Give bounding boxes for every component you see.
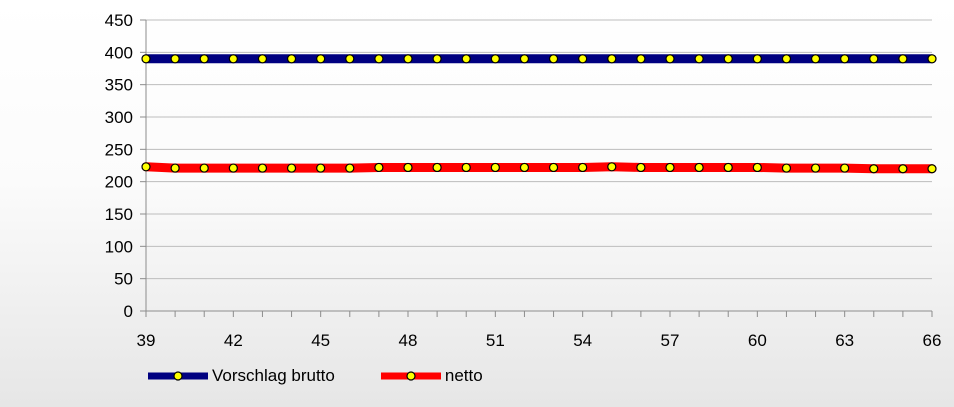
axes [140,19,933,317]
series-point-vorschlag-brutto-46 [345,54,355,64]
series-point-netto-57 [665,162,675,173]
tick-labels: 0 50 100 150 200 250 300 350 400 450 39 42 45 48 51 54 5… [105,11,942,350]
series-point-vorschlag-brutto-64 [869,54,879,64]
series-point-netto-64 [869,164,879,174]
legend-swatch-netto [380,371,441,381]
x-tick-label-60: 60 [748,331,767,350]
series-point-netto-61 [781,163,792,173]
series-point-vorschlag-brutto-39 [141,54,151,64]
series-point-vorschlag-brutto-65 [898,54,908,64]
series-point-netto-65 [898,164,908,174]
series-point-vorschlag-brutto-61 [781,54,792,64]
series-point-vorschlag-brutto-59 [723,54,733,64]
series-line-netto [141,162,937,174]
series-point-netto-66 [927,164,937,174]
series-point-vorschlag-brutto-48 [403,54,413,64]
x-tick-label-54: 54 [573,331,592,350]
series-point-netto-58 [694,162,704,173]
series-point-vorschlag-brutto-43 [257,54,268,64]
y-tick-label-150: 150 [105,205,133,224]
y-tick-label-50: 50 [114,270,133,289]
y-tick-label-300: 300 [105,108,133,127]
series-point-netto-62 [810,163,821,173]
series-point-vorschlag-brutto-57 [665,54,675,64]
series-point-netto-59 [723,162,733,173]
series-point-vorschlag-brutto-47 [374,54,384,64]
series-point-vorschlag-brutto-58 [694,54,704,64]
series-point-netto-53 [548,162,559,173]
y-tick-label-100: 100 [105,237,133,256]
series-point-netto-63 [840,163,850,173]
series-point-netto-40 [170,163,180,173]
series-point-vorschlag-brutto-49 [432,54,442,64]
series-point-netto-47 [374,162,384,173]
series-point-vorschlag-brutto-50 [461,54,471,64]
series-point-vorschlag-brutto-54 [578,54,588,64]
series-point-vorschlag-brutto-60 [752,54,762,64]
series-point-netto-50 [461,162,471,173]
series-point-netto-48 [403,162,413,173]
y-tick-label-200: 200 [105,173,133,192]
legend-item-vorschlag-brutto: Vorschlag brutto [148,366,335,386]
series-point-netto-43 [257,163,268,173]
series-point-vorschlag-brutto-66 [927,54,937,64]
x-tick-label-48: 48 [399,331,418,350]
series-point-vorschlag-brutto-42 [228,54,238,64]
series-point-netto-51 [490,162,500,173]
series-point-vorschlag-brutto-44 [286,54,297,64]
legend-label-netto: netto [444,366,483,385]
series-point-netto-56 [636,162,646,173]
series-point-netto-52 [519,162,530,173]
series [141,54,937,174]
legend-swatch-vorschlag-brutto [148,371,208,381]
series-point-vorschlag-brutto-40 [170,54,180,64]
series-point-vorschlag-brutto-55 [607,54,617,64]
series-point-netto-49 [432,162,442,173]
series-point-netto-60 [752,162,762,173]
y-tick-label-450: 450 [105,11,133,30]
series-point-netto-46 [345,163,355,173]
x-tick-label-51: 51 [486,331,505,350]
series-point-vorschlag-brutto-45 [316,54,326,64]
series-point-vorschlag-brutto-52 [519,54,530,64]
y-tick-label-350: 350 [105,76,133,95]
series-point-netto-41 [199,163,209,173]
series-point-vorschlag-brutto-56 [636,54,646,64]
y-tick-label-250: 250 [105,140,133,159]
series-point-netto-39 [141,162,151,172]
x-tick-label-42: 42 [224,331,243,350]
legend-label-vorschlag-brutto: Vorschlag brutto [212,366,335,385]
series-point-netto-44 [286,163,297,173]
series-point-vorschlag-brutto-51 [490,54,500,64]
x-tick-label-45: 45 [311,331,330,350]
series-point-netto-55 [607,162,617,172]
x-tick-label-63: 63 [835,331,854,350]
series-point-netto-54 [578,162,588,173]
series-point-vorschlag-brutto-41 [199,54,209,64]
series-point-netto-45 [316,163,326,173]
y-tick-label-0: 0 [124,302,133,321]
x-tick-label-57: 57 [661,331,680,350]
series-point-vorschlag-brutto-62 [810,54,821,64]
series-point-netto-42 [228,163,238,173]
legend: Vorschlag brutto netto [148,366,483,386]
x-tick-label-39: 39 [137,331,156,350]
series-point-vorschlag-brutto-63 [840,54,850,64]
y-tick-label-400: 400 [105,43,133,62]
gridlines [146,19,932,280]
x-tick-label-66: 66 [923,331,942,350]
series-point-vorschlag-brutto-53 [548,54,559,64]
legend-item-netto: netto [380,366,483,386]
